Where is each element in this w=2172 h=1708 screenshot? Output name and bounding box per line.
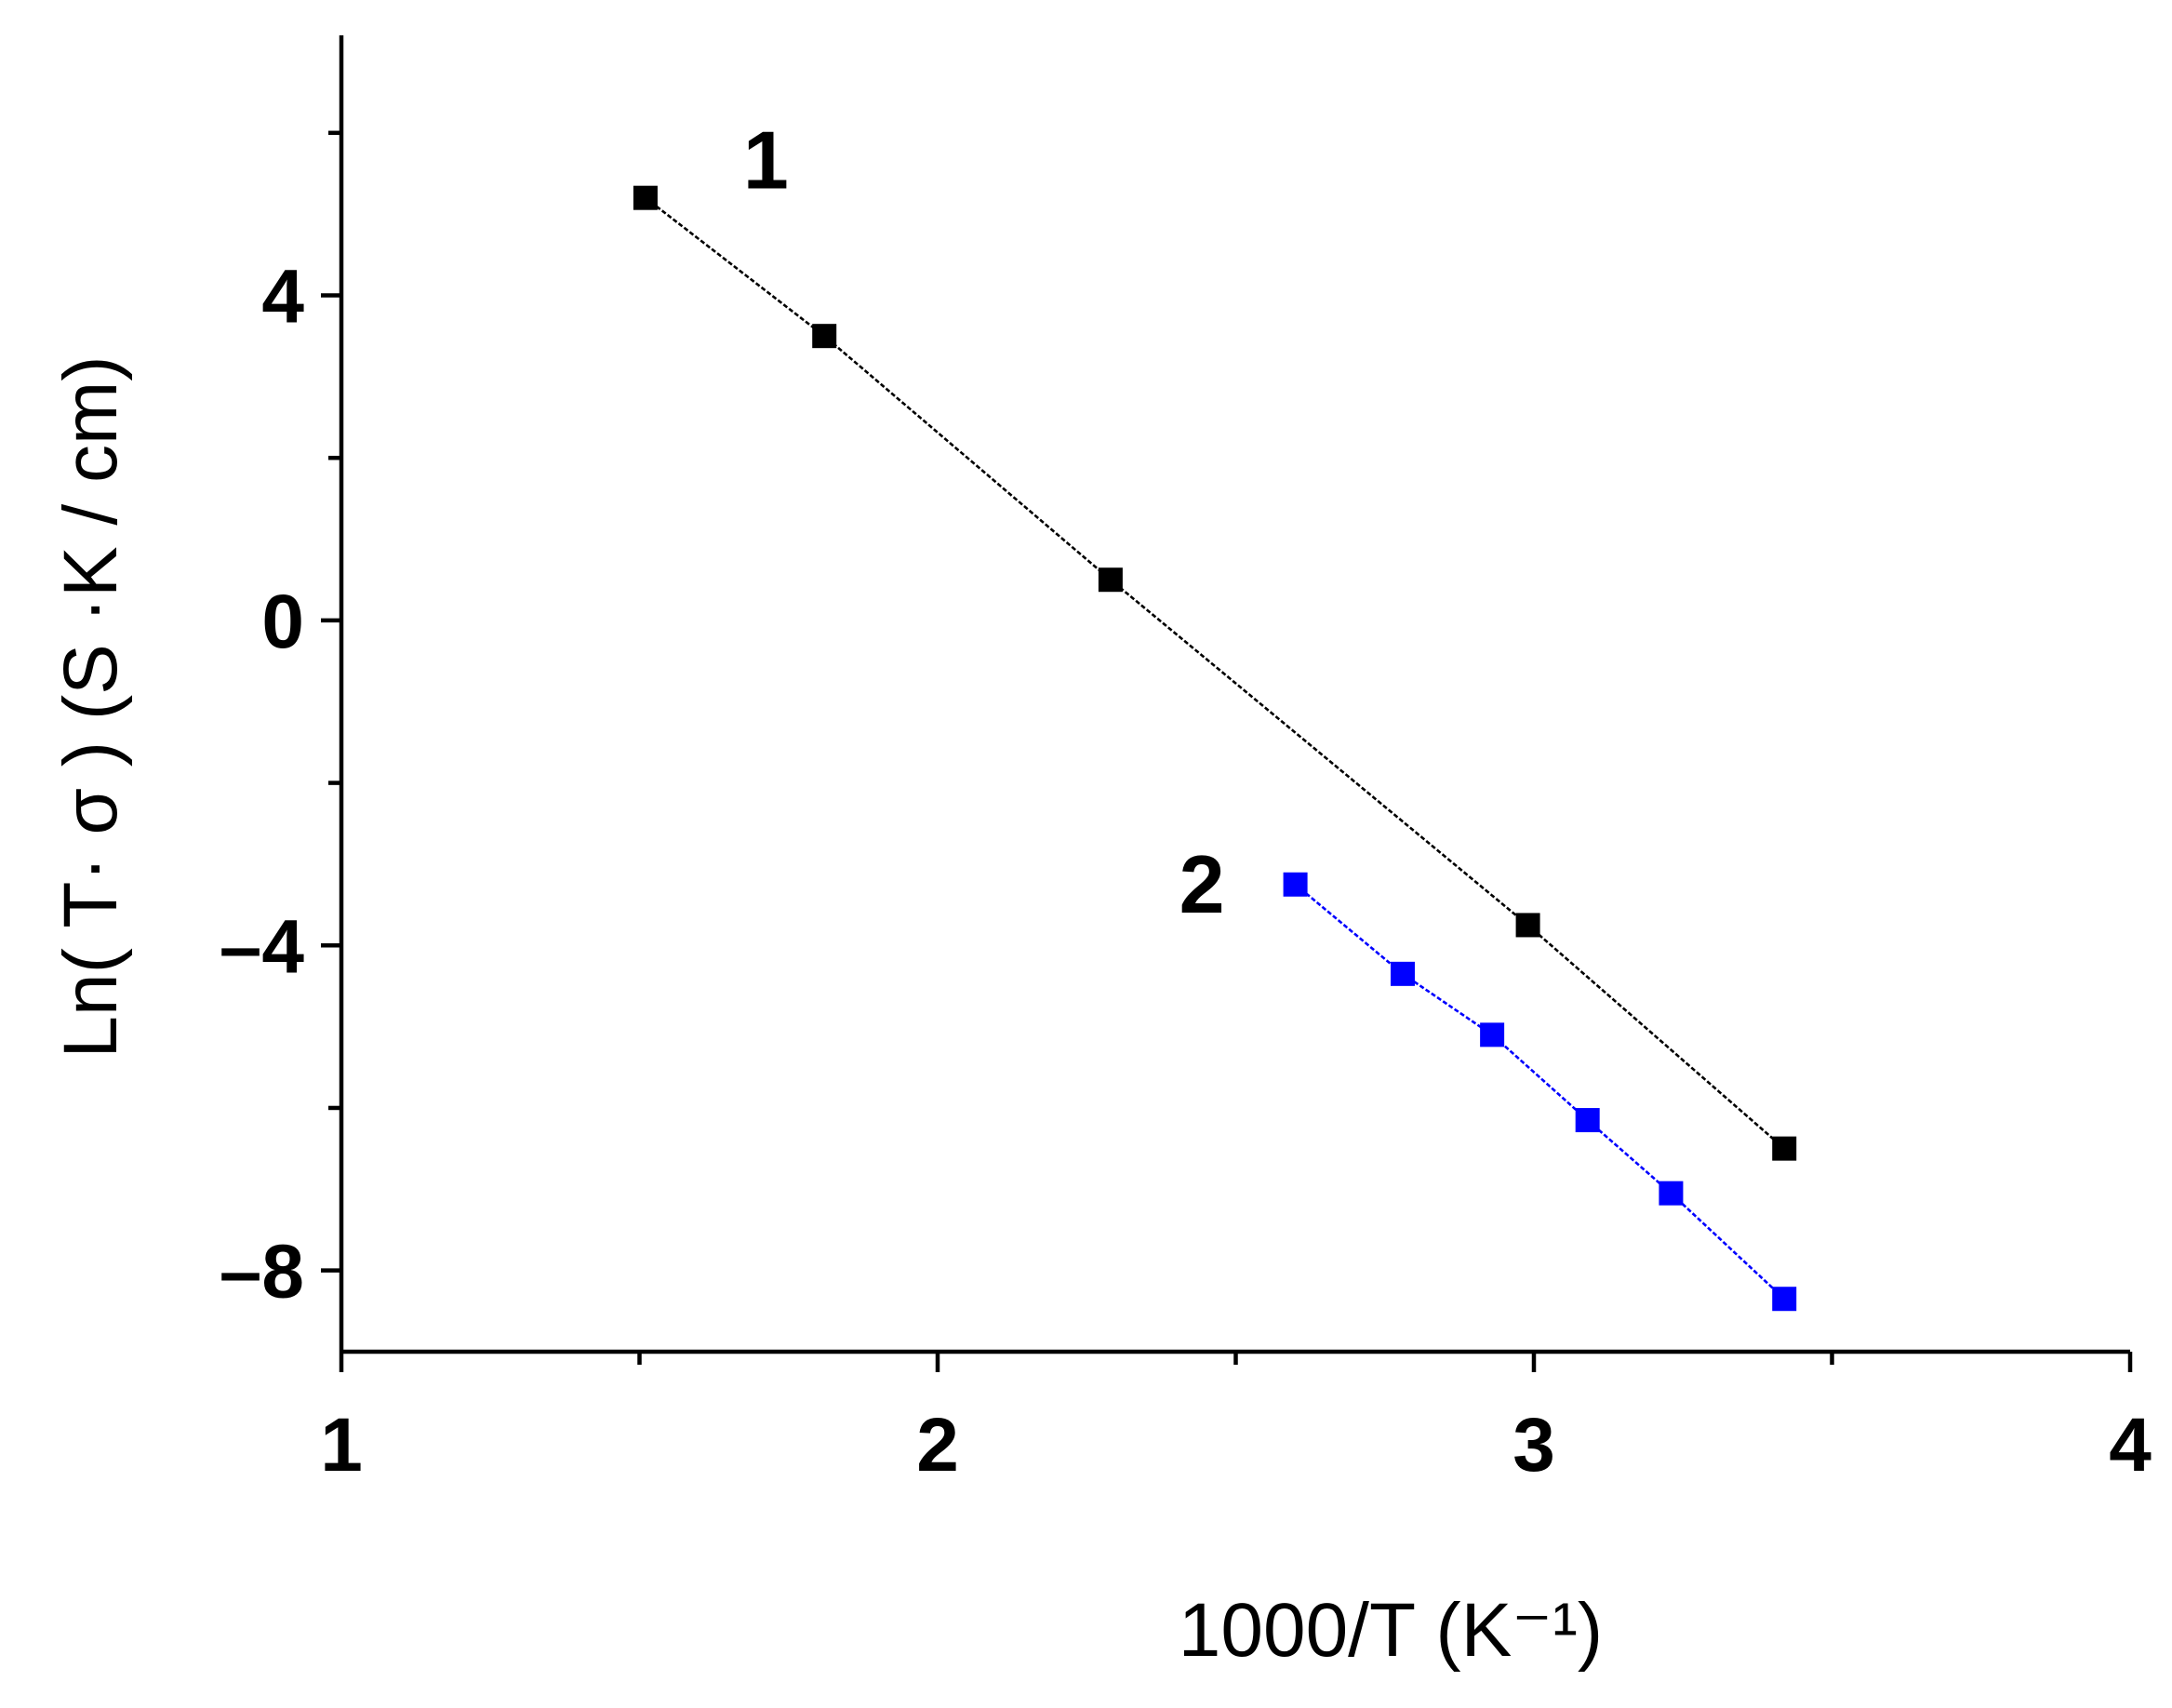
data-point [1390, 961, 1415, 986]
x-tick-label: 2 [916, 1403, 959, 1488]
data-point [1515, 913, 1540, 938]
data-point [1772, 1136, 1797, 1161]
series-layer: 12 [633, 114, 1797, 1312]
data-point [1772, 1287, 1797, 1312]
x-tick-label: 1 [320, 1403, 363, 1488]
x-axis-title: 1000/T (K⁻¹) [1179, 1588, 1604, 1673]
plot-area: 1 2 3 4–8–404 12 [220, 35, 2152, 1488]
data-point [1575, 1108, 1600, 1133]
data-point [1480, 1022, 1505, 1047]
y-axis-title: Ln( T· σ ) (S ·K / cm) [48, 355, 133, 1058]
series-label: 1 [743, 114, 789, 207]
data-point [633, 185, 658, 210]
data-point [812, 324, 837, 349]
y-tick-label: 4 [261, 255, 304, 340]
y-tick-label: –8 [220, 1230, 304, 1314]
x-tick-label: 3 [1512, 1403, 1555, 1488]
series-line [1294, 883, 1786, 1301]
series-1: 1 [633, 114, 1797, 1161]
data-point [1283, 872, 1308, 897]
series-label: 2 [1179, 838, 1225, 930]
axis-ticks: 1 2 3 4 –8 –4 0 4 [220, 130, 2152, 1488]
data-point [1659, 1181, 1684, 1206]
data-point [1098, 567, 1123, 593]
series-2: 2 [1179, 838, 1797, 1312]
x-tick-label: 4 [2109, 1403, 2152, 1488]
y-tick-label: –4 [220, 904, 305, 989]
y-tick-label: 0 [261, 580, 304, 664]
